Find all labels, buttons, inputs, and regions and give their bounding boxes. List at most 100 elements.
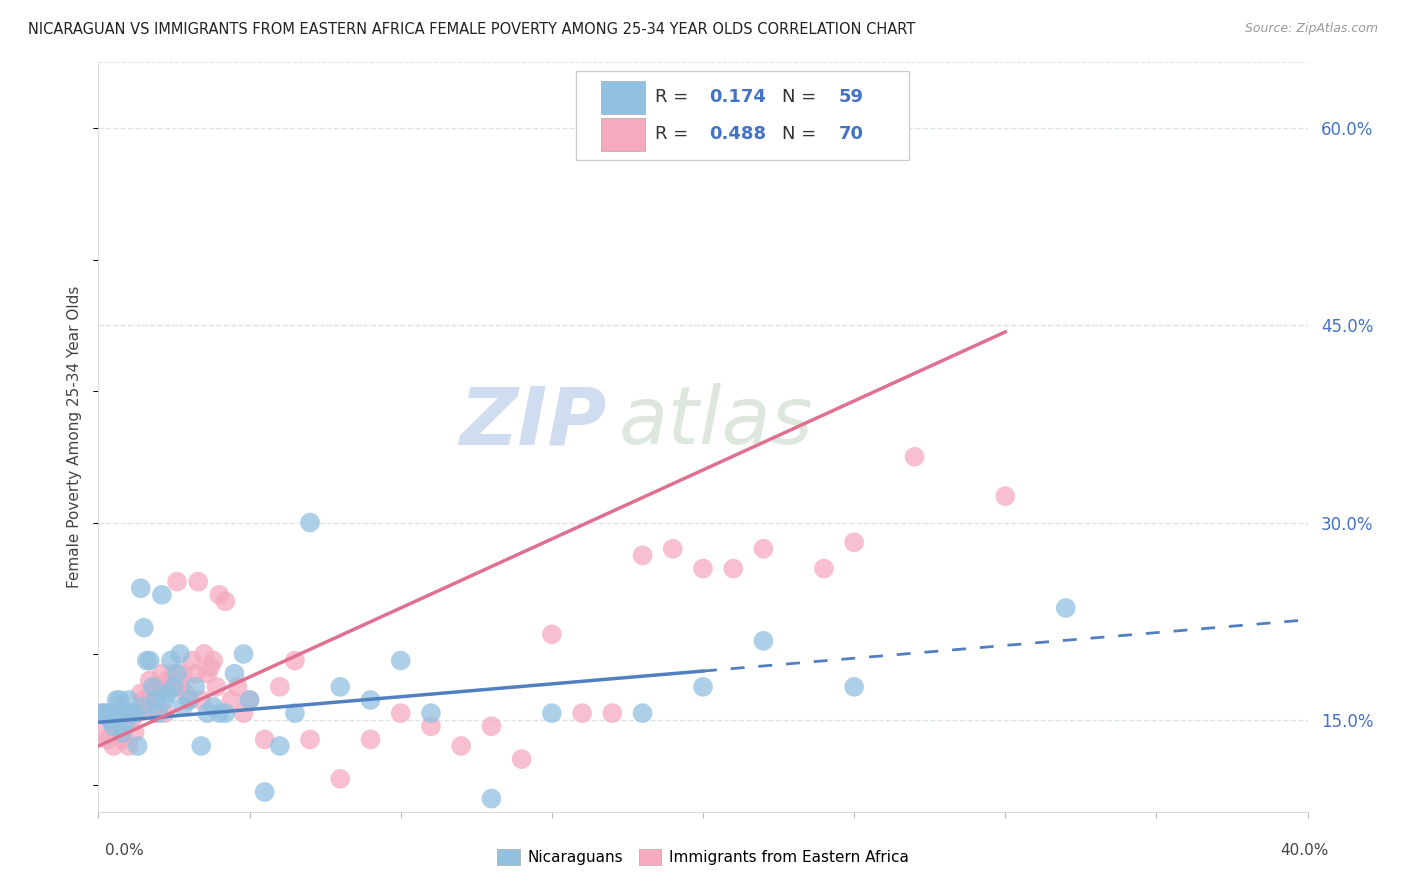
Point [114,715,136,730]
Point [329,772,352,786]
Point [163,666,186,681]
Point [93,706,115,720]
Point [692,680,714,694]
Point [100,713,122,727]
Point [1054,601,1077,615]
Point [994,489,1017,503]
FancyBboxPatch shape [602,80,645,113]
Point [195,706,218,720]
Point [179,693,201,707]
Point [100,713,122,727]
Point [145,693,167,707]
Point [202,654,225,668]
Point [129,581,152,595]
Point [420,719,443,733]
Point [190,693,212,707]
Point [190,739,212,753]
Point [813,561,835,575]
Point [148,680,170,694]
Point [135,693,157,707]
Point [208,706,231,720]
Point [179,693,201,707]
Text: N =: N = [782,88,821,106]
Point [208,588,231,602]
Point [142,680,165,694]
Y-axis label: Female Poverty Among 25-34 Year Olds: Female Poverty Among 25-34 Year Olds [67,286,83,588]
Point [145,706,167,720]
Point [108,726,131,740]
Point [934,818,956,832]
Point [389,706,412,720]
Point [118,693,141,707]
Legend: Nicaraguans, Immigrants from Eastern Africa: Nicaraguans, Immigrants from Eastern Afr… [491,843,915,871]
Point [232,647,254,661]
Point [127,739,149,753]
Point [124,726,146,740]
Point [269,739,291,753]
Text: NICARAGUAN VS IMMIGRANTS FROM EASTERN AFRICA FEMALE POVERTY AMONG 25-34 YEAR OLD: NICARAGUAN VS IMMIGRANTS FROM EASTERN AF… [28,22,915,37]
Point [114,706,136,720]
Point [239,693,262,707]
Point [904,450,927,464]
Point [200,660,222,674]
Point [90,706,112,720]
Point [105,693,128,707]
Point [142,680,165,694]
Point [752,633,775,648]
Point [169,647,191,661]
Point [139,654,162,668]
Text: R =: R = [655,125,693,144]
Point [118,706,141,720]
Point [481,791,503,805]
Point [329,680,352,694]
Point [132,621,155,635]
Point [420,706,443,720]
Point [205,680,228,694]
Point [150,588,173,602]
Point [284,654,307,668]
Point [239,693,262,707]
Point [172,666,194,681]
Text: R =: R = [655,88,693,106]
Point [127,706,149,720]
Point [105,713,128,727]
Point [103,719,125,733]
Point [160,654,183,668]
Point [118,739,141,753]
Point [224,666,246,681]
Point [389,654,412,668]
Point [135,654,157,668]
Point [193,647,215,661]
Point [195,666,218,681]
Text: 0.488: 0.488 [709,125,766,144]
Point [108,706,131,720]
Point [90,706,112,720]
Point [540,706,562,720]
Point [105,719,128,733]
Point [450,739,472,753]
Point [202,699,225,714]
Point [187,574,209,589]
Point [124,706,146,720]
Point [169,680,191,694]
Point [723,561,745,575]
Point [105,706,128,720]
Point [181,654,204,668]
Point [153,693,176,707]
Point [232,706,254,720]
Point [150,666,173,681]
Point [111,732,134,747]
Point [96,706,118,720]
Point [481,719,503,733]
Point [299,516,322,530]
Point [153,706,176,720]
Point [156,686,179,700]
Point [184,666,207,681]
Point [299,732,322,747]
Text: atlas: atlas [619,383,813,461]
Point [253,785,276,799]
Point [221,693,243,707]
Point [510,752,533,766]
Point [160,680,183,694]
Point [156,673,179,688]
